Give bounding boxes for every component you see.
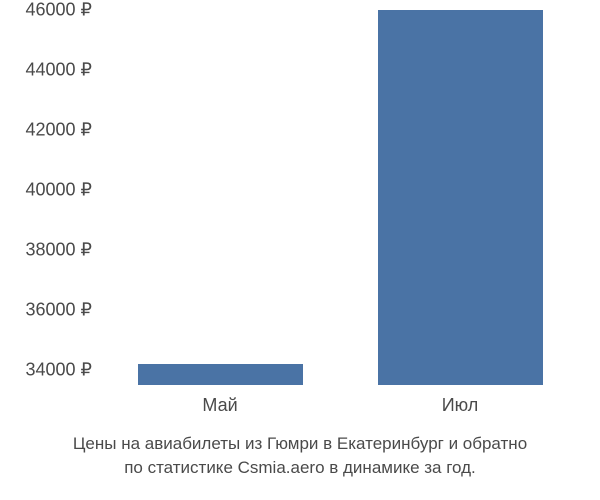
bar [138, 364, 303, 385]
caption-line-2: по статистике Csmia.aero в динамике за г… [0, 456, 600, 480]
y-tick-label: 34000 ₽ [25, 360, 92, 381]
plot-area [100, 10, 580, 385]
y-tick-label: 46000 ₽ [25, 0, 92, 21]
x-tick-label: Май [202, 395, 237, 416]
y-tick-label: 40000 ₽ [25, 180, 92, 201]
y-tick-label: 44000 ₽ [25, 60, 92, 81]
caption-line-1: Цены на авиабилеты из Гюмри в Екатеринбу… [0, 432, 600, 456]
bar [378, 10, 543, 385]
chart-caption: Цены на авиабилеты из Гюмри в Екатеринбу… [0, 432, 600, 480]
x-tick-label: Июл [442, 395, 479, 416]
y-tick-label: 36000 ₽ [25, 300, 92, 321]
price-chart: 34000 ₽ 36000 ₽ 38000 ₽ 40000 ₽ 42000 ₽ 44000… [0, 0, 600, 500]
y-tick-label: 42000 ₽ [25, 120, 92, 141]
y-tick-label: 38000 ₽ [25, 240, 92, 261]
